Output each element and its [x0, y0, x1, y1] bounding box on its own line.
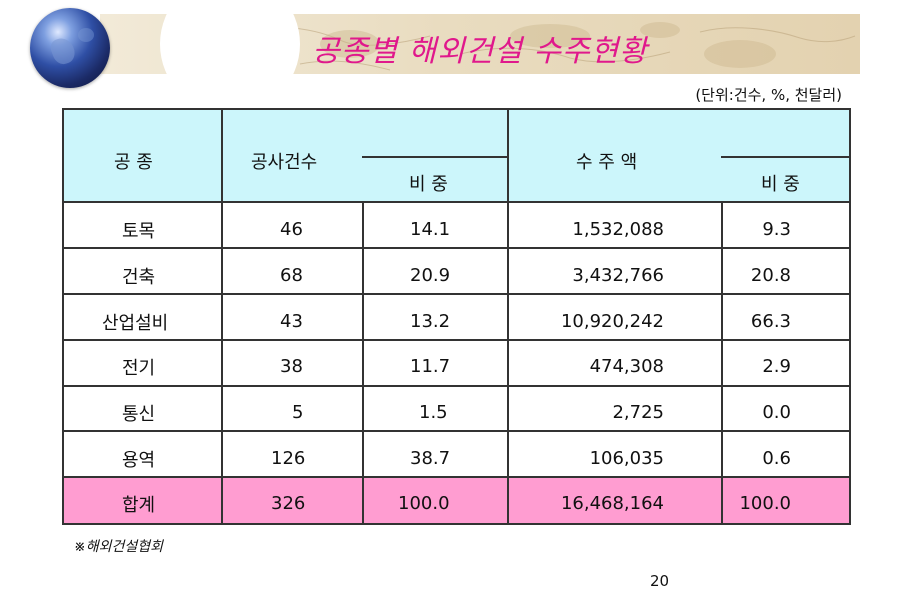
cell-count: 43 — [280, 311, 303, 332]
cell-type: 건축 — [122, 267, 156, 288]
table-header — [64, 108, 849, 201]
cell-count-share: 1.5 — [419, 402, 448, 423]
page-title: 공종별 해외건설 수주현황 — [312, 34, 648, 69]
unit-note: (단위:건수, %, 천달러) — [695, 86, 842, 104]
source-note: ※해외건설협회 — [74, 539, 164, 555]
header-count: 공사건수 — [251, 152, 318, 173]
banner-curve — [160, 14, 300, 74]
cell-amount: 106,035 — [589, 448, 664, 469]
globe-icon — [30, 8, 110, 88]
cell-total-amount: 16,468,164 — [560, 493, 664, 514]
header-type: 공 종 — [114, 152, 153, 173]
page-number: 20 — [650, 572, 670, 590]
title-banner — [100, 14, 860, 74]
cell-type: 토목 — [122, 221, 156, 242]
cell-amount: 3,432,766 — [572, 265, 664, 286]
cell-type: 용역 — [122, 450, 156, 471]
cell-count: 126 — [271, 448, 306, 469]
cell-amount: 474,308 — [589, 356, 664, 377]
data-table: 공 종 공사건수 비 중 수 주 액 비 중 토목 46 14.1 1,532,… — [62, 108, 851, 525]
header-amount: 수 주 액 — [576, 152, 638, 173]
cell-amount-share: 66.3 — [750, 311, 791, 332]
cell-count: 5 — [292, 402, 304, 423]
cell-amount: 10,920,242 — [560, 311, 664, 332]
cell-count-share: 13.2 — [410, 311, 451, 332]
cell-count-share: 20.9 — [410, 265, 451, 286]
cell-type: 산업설비 — [102, 313, 169, 334]
cell-total-type: 합계 — [122, 495, 156, 516]
cell-amount-share: 9.3 — [762, 219, 791, 240]
cell-count-share: 14.1 — [410, 219, 451, 240]
cell-count: 38 — [280, 356, 303, 377]
world-map-background — [219, 22, 856, 71]
cell-amount-share: 2.9 — [762, 356, 791, 377]
cell-total-amount-share: 100.0 — [739, 493, 791, 514]
cell-type: 전기 — [122, 358, 156, 379]
header-amount-share: 비 중 — [761, 174, 800, 195]
cell-amount: 1,532,088 — [572, 219, 664, 240]
cell-total-count-share: 100.0 — [398, 493, 450, 514]
cell-count-share: 11.7 — [410, 356, 451, 377]
cell-amount: 2,725 — [612, 402, 664, 423]
cell-count: 46 — [280, 219, 303, 240]
cell-count-share: 38.7 — [410, 448, 451, 469]
cell-count: 68 — [280, 265, 303, 286]
cell-total-count: 326 — [271, 493, 306, 514]
total-row-bg — [64, 476, 849, 523]
cell-amount-share: 20.8 — [750, 265, 791, 286]
cell-type: 통신 — [122, 404, 156, 425]
header-count-share: 비 중 — [409, 174, 448, 195]
cell-amount-share: 0.6 — [762, 448, 791, 469]
cell-amount-share: 0.0 — [762, 402, 791, 423]
